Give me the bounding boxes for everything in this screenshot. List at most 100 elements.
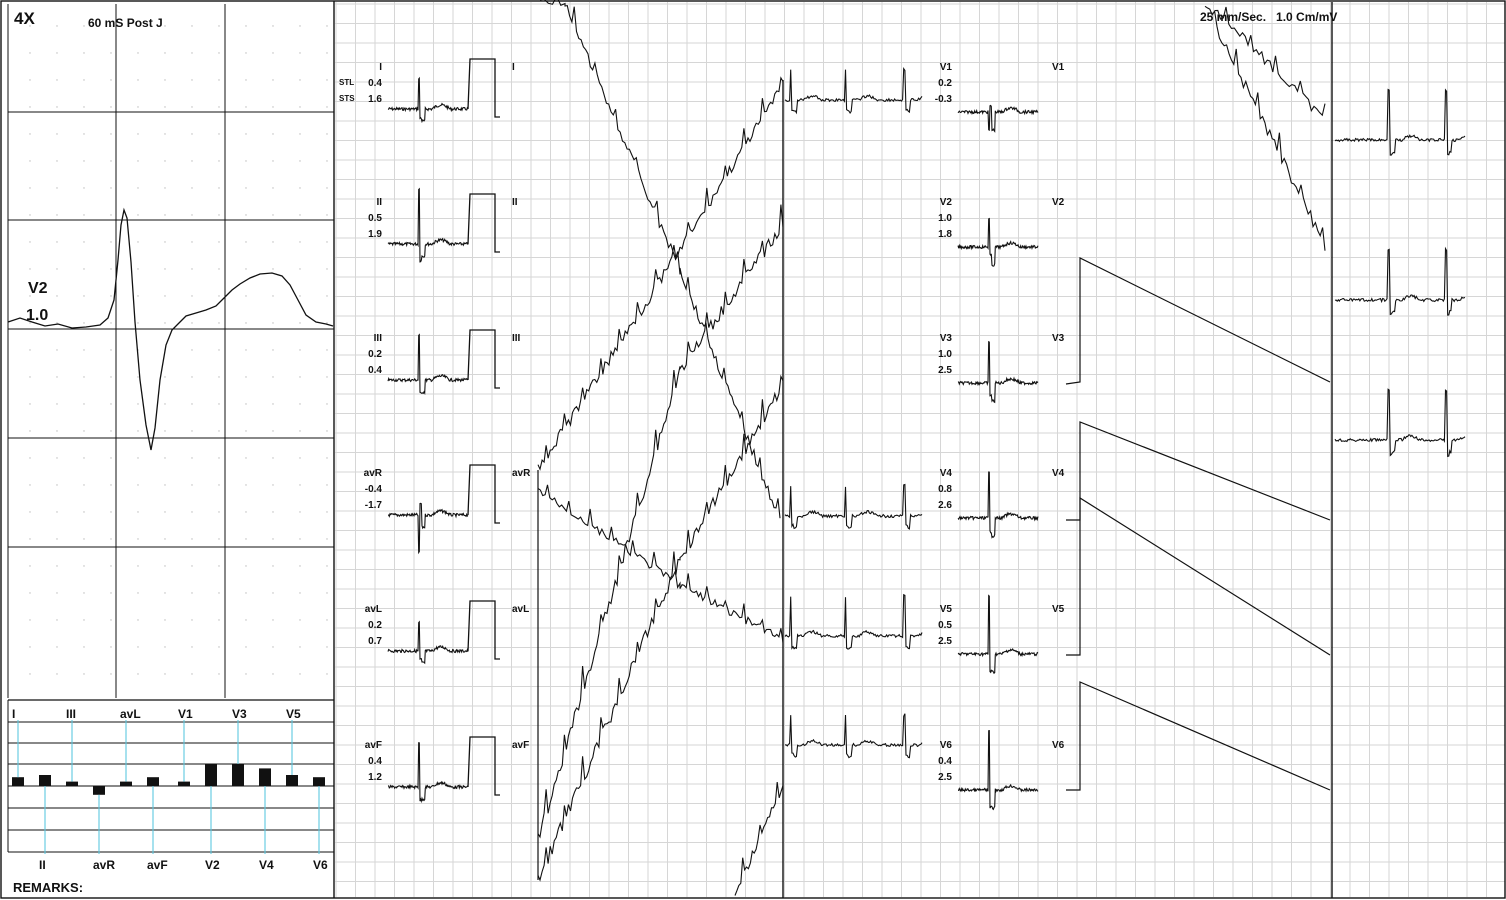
stl-value: 0.2 [938,78,952,89]
lead-trace [957,340,1039,404]
stl-row-label: STL [339,78,354,87]
rhythm-lead-name: V6 [1052,740,1065,751]
grid-zoom [29,25,328,675]
lead-panel-V4: V4 0.8 2.6 V4 [938,468,1065,539]
lead-trace [957,104,1039,133]
calibration-decay-2 [1066,496,1331,656]
rhythm-lead-name: V1 [1052,62,1065,73]
calibration-decay-1 [1066,421,1331,521]
rhythm-lead-name: V5 [1052,604,1065,615]
histogram-bar-II [39,775,51,786]
histogram-bar-V3 [232,764,244,786]
lead-name: avF [365,740,382,751]
lead-name: I [379,62,382,73]
rhythm-lead-name: III [512,333,521,344]
rhythm-lead-name: V3 [1052,333,1065,344]
sts-value: 2.6 [938,500,952,511]
sts-value: -0.3 [935,94,953,105]
grid-main [335,2,1505,897]
histogram-bottom-label: avR [93,858,115,872]
histogram-bar-V1 [178,781,190,786]
stl-value: 0.2 [368,620,382,631]
calibration-decay-3 [1066,681,1331,791]
lead-name: V6 [940,740,953,751]
lead-trace [387,76,469,124]
stl-value: 0.5 [938,620,952,631]
lead-panel-I: I 0.4 1.6 I [368,58,515,124]
histogram-top-label: avL [120,707,141,721]
calibration-pulse [467,600,500,660]
measure-point: 60 mS Post J [88,16,163,30]
rhythm-lead-name: avL [512,604,529,615]
lead-panel-avF: avF 0.4 1.2 avF [365,736,529,804]
sweep-trace-up-2 [537,204,784,839]
histogram-top-label: I [12,707,15,721]
zoom-trace [7,207,334,451]
stl-value: 0.5 [368,213,382,224]
sweep-trace-down-4 [1214,6,1326,117]
lead-panel-V3: V3 1.0 2.5 V3 [938,333,1065,404]
sweep-traces [537,0,1466,898]
histogram-bar-V4 [259,768,271,786]
zoom-major-grid [8,4,334,698]
lead-trace [387,620,469,665]
calibration-pulse [467,329,500,389]
rhythm-lead-name: V4 [1052,468,1065,479]
lead-panel-II: II 0.5 1.9 II [368,187,518,263]
histogram-bar-V5 [286,775,298,786]
sweep-trace-up-1 [537,76,784,471]
sts-value: 1.2 [368,772,382,783]
lead-trace [957,471,1039,539]
stl-value: 0.4 [368,78,382,89]
zoom-lead-label: V2 [28,280,48,297]
rhythm-lead-name: II [512,197,518,208]
lead-panel-V2: V2 1.0 1.8 V2 [938,197,1065,267]
sts-row-label: STS [339,94,355,103]
histogram-bottom-label: II [39,858,46,872]
lead-trace [388,502,469,555]
lead-trace [957,217,1039,267]
lead-name: V3 [940,333,953,344]
histogram-bar-V2 [205,764,217,786]
histogram-bottom-label: V6 [313,858,328,872]
sweep-trace-down-3 [1204,5,1326,251]
stl-value: 0.8 [938,484,952,495]
lead-name: V4 [940,468,953,479]
histogram-top-label: V5 [286,707,301,721]
rhythm-trace-right-2 [1334,388,1466,458]
lead-trace [387,742,469,804]
zoom-lead-value: 1.0 [26,307,48,324]
lead-panel-V1: V1 0.2 -0.3 V1 [935,62,1065,133]
sts-value: 2.5 [938,365,952,376]
histogram-bar-III [66,781,78,786]
lead-panel-avR: avR -0.4 -1.7 avR [364,464,531,555]
lead-name: V5 [940,604,953,615]
histogram-bottom-label: avF [147,858,168,872]
rhythm-trace-mid-0 [784,67,923,115]
histogram-top-label: III [66,707,76,721]
sts-value: 1.9 [368,229,382,240]
lead-trace [387,187,469,263]
stl-value: -0.4 [365,484,383,495]
sts-value: 0.4 [368,365,382,376]
rhythm-trace-mid-2 [784,593,923,650]
rhythm-lead-name: V2 [1052,197,1065,208]
lead-panel-III: III 0.2 0.4 III [368,329,521,396]
sts-value: 1.6 [368,94,382,105]
sweep-trace-up-3 [537,374,784,882]
rhythm-trace-right-0 [1334,88,1466,156]
calibration-pulse [467,58,500,118]
sts-value: 2.5 [938,636,952,647]
lead-name: avL [365,604,382,615]
calibration-decay-0 [1065,257,1331,385]
histogram-bar-I [12,777,24,786]
calibration-pulse [467,736,500,796]
calibration-pulse [467,464,500,524]
histogram-top-label: V3 [232,707,247,721]
histogram-bar-avR [93,786,105,795]
lead-trace [958,729,1039,811]
sts-value: 2.5 [938,772,952,783]
